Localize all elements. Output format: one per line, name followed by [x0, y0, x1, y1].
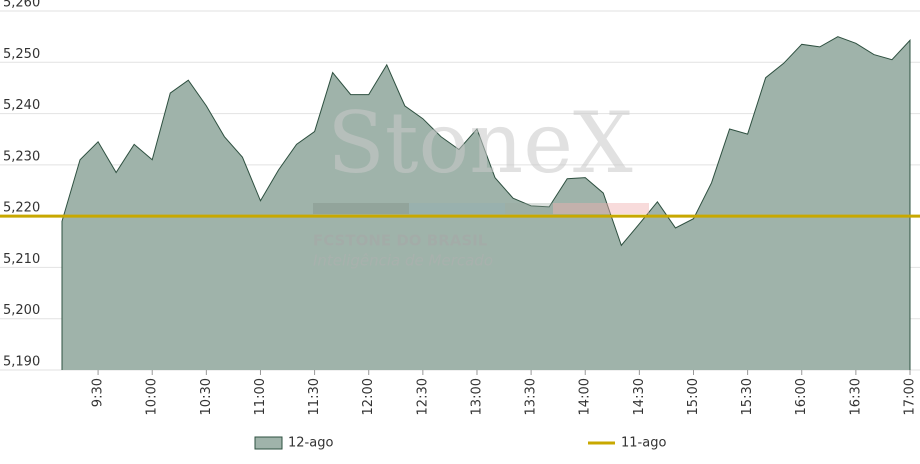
watermark-tagline: Inteligência de Mercado: [313, 252, 493, 270]
x-tick-label: 12:30: [415, 378, 430, 415]
x-tick-label: 12:00: [361, 378, 376, 415]
watermark-bar: [553, 203, 649, 214]
x-tick-label: 14:00: [578, 378, 593, 415]
x-tick-label: 13:00: [469, 378, 484, 415]
watermark-bar: [409, 203, 505, 214]
y-tick-label: 5,260: [3, 0, 40, 11]
y-tick-label: 5,190: [3, 355, 40, 370]
legend-swatch: [254, 436, 283, 450]
watermark-bar: [505, 203, 553, 214]
y-tick-label: 5,250: [3, 47, 40, 62]
legend-label: 12-ago: [288, 436, 333, 451]
watermark-company: FCSTONE DO BRASIL: [313, 232, 488, 250]
y-tick-label: 5,230: [3, 149, 40, 164]
x-tick-label: 10:00: [145, 378, 160, 415]
x-tick-label: 15:30: [740, 378, 755, 415]
watermark-bar: [313, 203, 409, 214]
plot: [61, 36, 911, 371]
y-tick-label: 5,210: [3, 252, 40, 267]
x-tick-label: 9:30: [91, 378, 106, 407]
y-tick-label: 5,240: [3, 98, 40, 113]
x-tick-label: 10:30: [199, 378, 214, 415]
x-tick-label: 14:30: [632, 378, 647, 415]
legend: 12-ago 11-ago: [254, 436, 666, 451]
y-tick-label: 5,220: [3, 201, 40, 216]
x-tick-label: 15:00: [686, 378, 701, 415]
area: [62, 36, 910, 371]
watermark-brand: StoneX: [327, 94, 633, 192]
y-tick-label: 5,200: [3, 303, 40, 318]
legend-label: 11-ago: [621, 436, 666, 451]
area-line: [61, 36, 911, 370]
x-tick-label: 11:00: [253, 378, 268, 415]
x-tick-label: 16:30: [848, 378, 863, 415]
watermark: StoneX FCSTONE DO BRASIL Inteligência de…: [313, 94, 649, 270]
x-tick-label: 11:30: [307, 378, 322, 415]
x-tick-label: 17:00: [903, 378, 918, 415]
x-tick-label: 13:30: [524, 378, 539, 415]
x-tick-label: 16:00: [794, 378, 809, 415]
